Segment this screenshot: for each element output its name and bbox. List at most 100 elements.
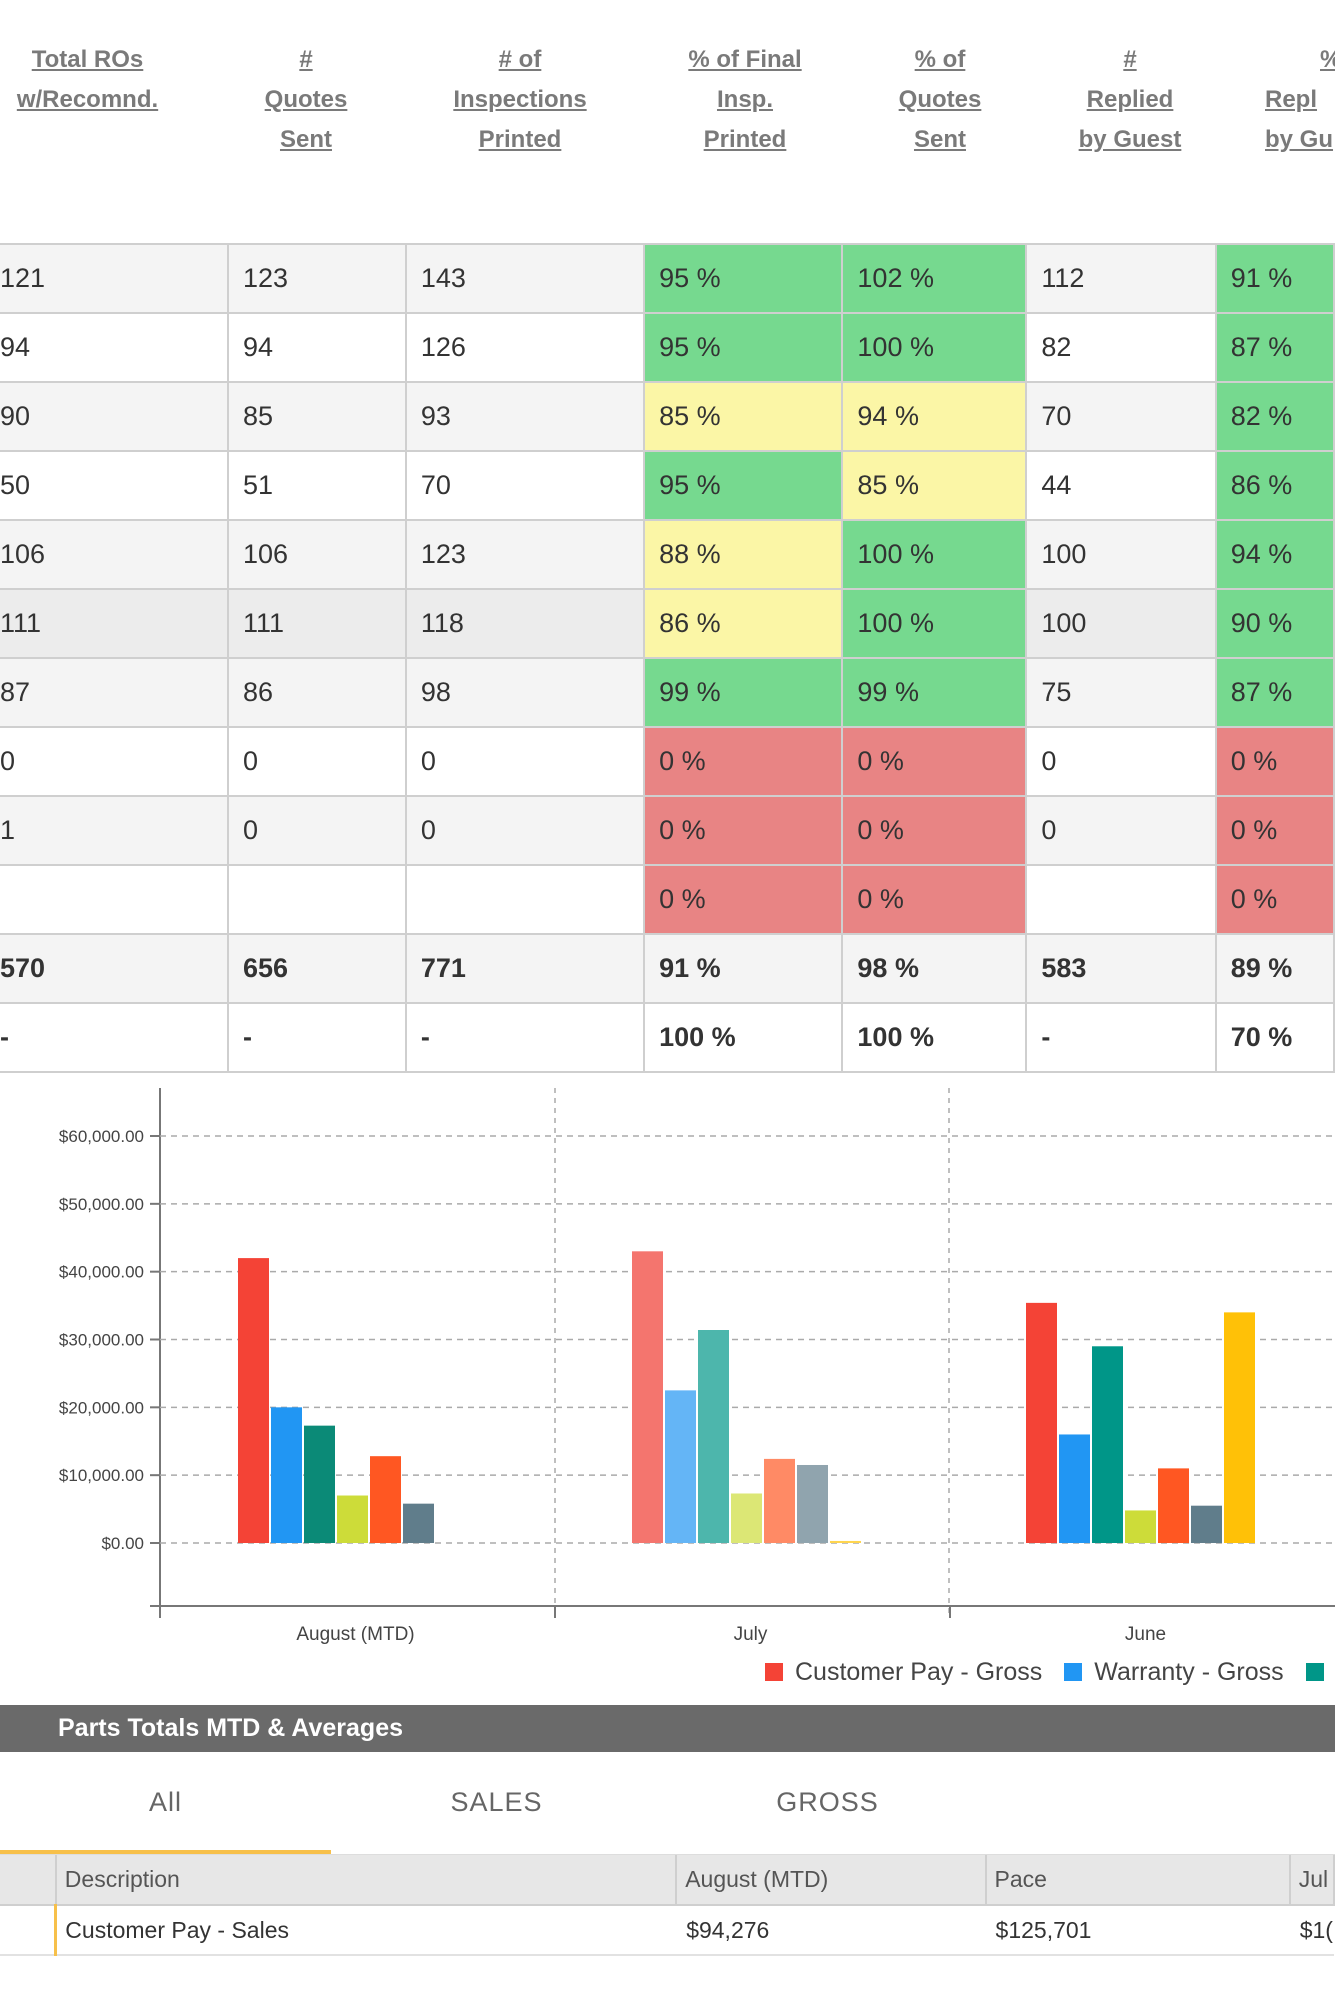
bar-0-0[interactable] xyxy=(238,1258,269,1543)
table-row[interactable]: Customer Pay - Sales $94,276 $125,701 $1… xyxy=(0,1905,1334,1956)
x-tick-label: August (MTD) xyxy=(296,1624,414,1645)
bar-1-1[interactable] xyxy=(665,1390,696,1543)
table-cell: 0 xyxy=(1025,726,1217,797)
table-cell: 82 % xyxy=(1214,381,1335,452)
tab-sales[interactable]: SALES xyxy=(450,1787,543,1817)
table-cell: 143 xyxy=(404,243,646,314)
table-cell: 99 % xyxy=(643,657,844,728)
col-header-total-ros[interactable]: Total ROs w/Recomnd. xyxy=(16,46,159,113)
table-cell: 123 xyxy=(404,519,646,590)
table-cell: 90 xyxy=(0,381,229,452)
bar-2-5[interactable] xyxy=(1191,1505,1222,1543)
y-tick-label: $10,000.00 xyxy=(59,1466,144,1485)
x-tick-label: July xyxy=(734,1624,768,1645)
bar-1-4[interactable] xyxy=(764,1458,795,1543)
table-cell: 583 xyxy=(1025,933,1217,1004)
table-cell: 94 % xyxy=(1214,519,1335,590)
col-description[interactable]: Description xyxy=(55,1855,678,1906)
table-cell: 0 % xyxy=(643,864,844,935)
bar-chart: $0.00 $10,000.00 $20,000.00 $30,000.00 $40,0… xyxy=(59,1088,1335,1645)
table-cell: 94 xyxy=(0,312,229,383)
table-cell: 123 xyxy=(227,243,407,314)
row-pace-value: $125,701 xyxy=(985,1905,1290,1956)
bar-2-3[interactable] xyxy=(1125,1510,1156,1543)
parts-table: Description August (MTD) Pace Jul Custom… xyxy=(0,1855,1335,1956)
table-cell: 82 xyxy=(1025,312,1217,383)
table-cell: 0 % xyxy=(1214,864,1335,935)
legend-item[interactable] xyxy=(1305,1658,1335,1687)
legend-item[interactable]: Warranty - Gross xyxy=(1064,1658,1284,1687)
table-cell: 95 % xyxy=(643,450,844,521)
table-row: 121 123 143 95 % 102 % 112 91 % xyxy=(0,243,1335,314)
row-description: Customer Pay - Sales xyxy=(54,1905,677,1956)
table-cell: - xyxy=(404,1002,646,1073)
tab-gross[interactable]: GROSS xyxy=(776,1787,879,1817)
table-cell: 70 % xyxy=(1214,1002,1335,1073)
table-cell: 98 % xyxy=(841,933,1028,1004)
table-cell: 100 xyxy=(1025,588,1217,659)
bar-1-5[interactable] xyxy=(797,1464,828,1543)
table-cell: 93 xyxy=(404,381,646,452)
col-august-mtd[interactable]: August (MTD) xyxy=(676,1855,987,1906)
bar-2-0[interactable] xyxy=(1026,1302,1057,1543)
table-cell: 0 xyxy=(227,726,407,797)
table-cell: 89 % xyxy=(1214,933,1335,1004)
table-cell: 98 xyxy=(404,657,646,728)
table-cell: 100 xyxy=(1025,519,1217,590)
col-header-quotes-sent[interactable]: # Quotes Sent xyxy=(264,46,348,153)
table-cell: 95 % xyxy=(643,312,844,383)
col-pace[interactable]: Pace xyxy=(985,1855,1291,1906)
table-cell: 0 xyxy=(0,726,229,797)
table-cell: 86 % xyxy=(1214,450,1335,521)
bar-0-4[interactable] xyxy=(370,1456,401,1543)
table-cell: 100 % xyxy=(841,588,1028,659)
row-select-cell xyxy=(0,1905,56,1956)
bar-1-6[interactable] xyxy=(830,1540,861,1543)
bar-0-2[interactable] xyxy=(304,1425,335,1543)
col-july[interactable]: Jul xyxy=(1289,1855,1335,1906)
bar-2-6[interactable] xyxy=(1224,1312,1255,1543)
bar-2-1[interactable] xyxy=(1059,1434,1090,1543)
table-cell: 50 xyxy=(0,450,229,521)
tab-all[interactable]: All xyxy=(0,1752,331,1854)
col-header-replied-by-guest[interactable]: # Replied by Guest xyxy=(1078,46,1182,153)
table-cell: 102 % xyxy=(841,243,1028,314)
bar-0-3[interactable] xyxy=(337,1495,368,1543)
table-row: 0 % 0 % 0 % xyxy=(0,864,1335,935)
bar-1-0[interactable] xyxy=(632,1251,663,1543)
table-cell: 87 xyxy=(0,657,229,728)
ro-metrics-table: 121 123 143 95 % 102 % 112 91 % 94 94 126 95 % 100 … xyxy=(0,243,1335,1073)
parts-panel-header: Parts Totals MTD & Averages xyxy=(0,1705,1335,1752)
legend-item[interactable]: Customer Pay - Gross xyxy=(765,1658,1042,1687)
bar-0-5[interactable] xyxy=(403,1503,434,1543)
table-cell: 95 % xyxy=(643,243,844,314)
ro-metrics-section: Total ROs w/Recomnd. # Quotes Sent # of Insp… xyxy=(0,46,1335,1073)
bar-1-3[interactable] xyxy=(731,1493,762,1543)
gross-chart: $0.00 $10,000.00 $20,000.00 $30,000.00 $40,0… xyxy=(0,1088,1335,1705)
col-header-pct-quotes-sent[interactable]: % of Quotes Sent xyxy=(898,46,982,153)
table-cell: 0 xyxy=(227,795,407,866)
col-header-pct-final-insp[interactable]: % of Final Insp. Printed xyxy=(688,46,802,153)
table-cell: 0 xyxy=(1025,795,1217,866)
parts-table-header: Description August (MTD) Pace Jul xyxy=(0,1855,1335,1906)
table-row: 111 111 118 86 % 100 % 100 90 % xyxy=(0,588,1335,659)
table-cell: 86 % xyxy=(643,588,844,659)
bar-2-2[interactable] xyxy=(1092,1346,1123,1543)
table-cell: 91 % xyxy=(643,933,844,1004)
legend-swatch xyxy=(1064,1663,1083,1681)
table-cell: 88 % xyxy=(643,519,844,590)
table-row: 106 106 123 88 % 100 % 100 94 % xyxy=(0,519,1335,590)
table-row: 94 94 126 95 % 100 % 82 87 % xyxy=(0,312,1335,383)
bar-2-4[interactable] xyxy=(1158,1468,1189,1543)
table-cell: 0 % xyxy=(841,726,1028,797)
table-row: - - -100 % 100 % -70 % xyxy=(0,1002,1335,1073)
row-july-value: $1( xyxy=(1289,1905,1334,1956)
table-cell: 0 % xyxy=(643,795,844,866)
bar-0-1[interactable] xyxy=(271,1407,302,1543)
table-cell: 99 % xyxy=(841,657,1028,728)
table-cell: 111 xyxy=(227,588,407,659)
bar-1-2[interactable] xyxy=(698,1330,729,1543)
col-header-inspections-printed[interactable]: # of Inspections Printed xyxy=(453,46,587,153)
